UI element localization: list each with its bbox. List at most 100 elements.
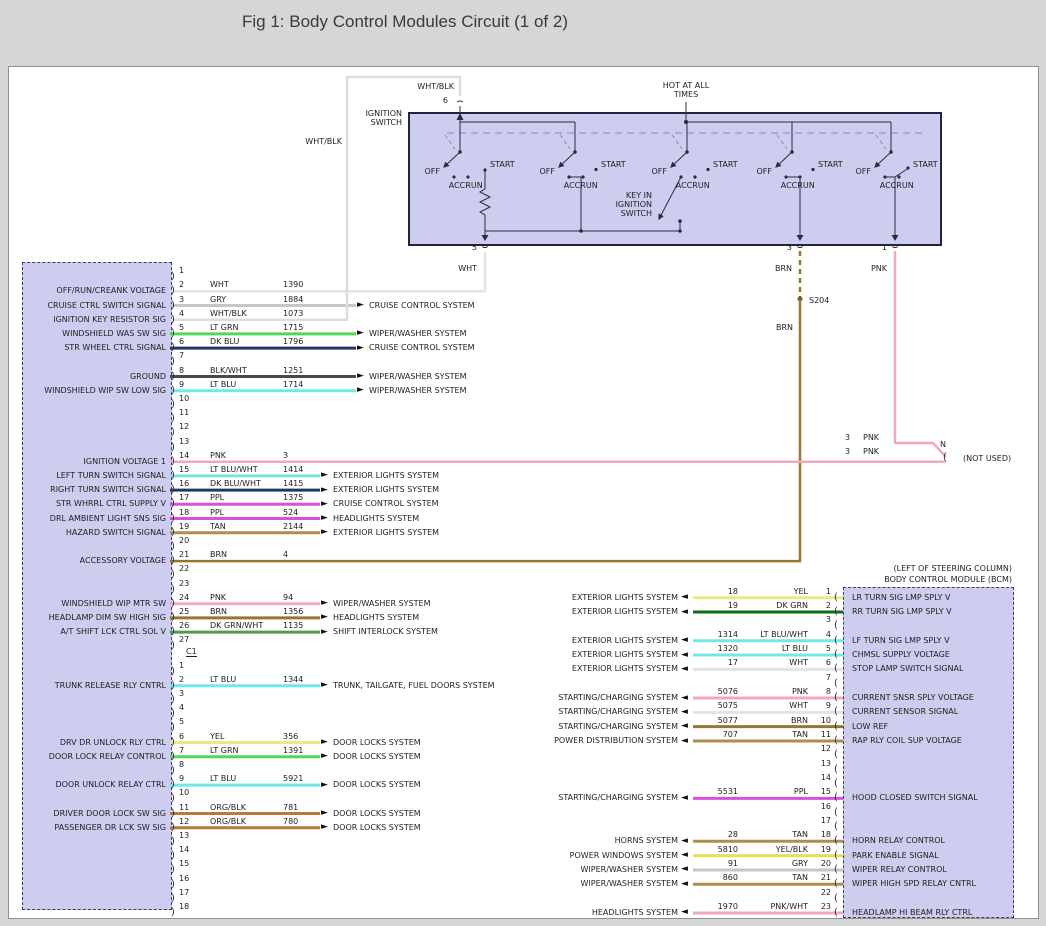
circuit-number-label: 1391 <box>283 745 304 755</box>
circuit-number-label: 1414 <box>283 464 304 474</box>
figure-title: Fig 1: Body Control Modules Circuit (1 o… <box>242 12 568 31</box>
pin-connector-icon: ( <box>834 663 838 675</box>
pin-connector-icon: ( <box>834 863 838 875</box>
pin-connector-icon: ) <box>171 906 175 918</box>
pin-connector-icon: ( <box>834 677 838 689</box>
wire-color-label: LT BLU/WHT <box>210 464 258 474</box>
system-label: CRUISE CONTROL SYSTEM <box>369 343 475 353</box>
wire-color-label: LT BLU <box>210 379 237 389</box>
pin-number: 7 <box>179 351 185 361</box>
brn-lower-label: BRN <box>775 323 793 332</box>
pin-connector-icon: ( <box>834 806 838 818</box>
pin-number: 6 <box>179 731 185 741</box>
arrow-right-icon: ► <box>321 626 328 637</box>
pin-connector-icon: ) <box>171 384 175 396</box>
pin-number: 23 <box>820 901 831 911</box>
pin-connector-icon: ( <box>834 620 838 632</box>
pin-connector-icon: ) <box>171 555 175 567</box>
wire-color-label: LT BLU <box>781 644 808 654</box>
circuit-number-label: 1135 <box>283 621 304 631</box>
wire-color-label: WHT <box>210 280 229 290</box>
wire-color-label: PPL <box>210 493 225 503</box>
pin-connector-icon: ) <box>171 626 175 638</box>
system-label: TRUNK, TAILGATE, FUEL DOORS SYSTEM <box>333 680 495 690</box>
pin-number: 20 <box>820 858 831 868</box>
switch-position-start-label: START <box>913 160 938 169</box>
pin-number: 17 <box>179 493 190 503</box>
not-used-pin-letter: N <box>940 440 946 449</box>
switch-position-acc-label: ACC <box>448 181 466 190</box>
signal-label: RIGHT TURN SWITCH SIGNAL <box>50 485 166 495</box>
pin-connector-icon: ( <box>834 763 838 775</box>
switch-position-acc-label: ACC <box>780 181 798 190</box>
signal-label: DRL AMBIENT LIGHT SNS SIG <box>49 513 166 523</box>
arrow-right-icon: ► <box>357 300 364 310</box>
pin-connector-icon: ) <box>171 850 175 862</box>
arrow-left-icon: ◄ <box>681 864 688 875</box>
pin-number: 16 <box>179 479 190 489</box>
arrow-left-icon: ◄ <box>681 907 688 918</box>
circuit-number-label: 91 <box>727 858 738 868</box>
switch-position-start-label: START <box>818 160 843 169</box>
circuit-number-label: 3 <box>845 433 851 442</box>
system-label: DOOR LOCKS SYSTEM <box>333 822 421 832</box>
bcm-pin-function-label: HORN RELAY CONTROL <box>852 836 945 846</box>
pin-connector-icon: ) <box>171 398 175 410</box>
pin-connector-icon: ) <box>171 512 175 524</box>
wire-color-label: GRY <box>791 858 808 868</box>
pin-connector-icon: ( <box>834 692 838 703</box>
system-label: WIPER/WASHER SYSTEM <box>369 371 467 381</box>
pin-number: 15 <box>179 859 190 869</box>
arrow-left-icon: ◄ <box>681 649 688 660</box>
circuit-number-label: 860 <box>722 873 738 883</box>
arrow-left-icon: ◄ <box>681 692 688 703</box>
system-label: STARTING/CHARGING SYSTEM <box>558 721 678 731</box>
bcm-pin-function-label: RR TURN SIG LMP SPLY V <box>852 607 952 617</box>
system-label: EXTERIOR LIGHTS SYSTEM <box>333 485 440 495</box>
pin-number: 10 <box>820 715 831 725</box>
pin-connector-icon: ) <box>171 708 175 720</box>
ignition-pin6-number: 6 <box>442 96 448 105</box>
circuit-number-label: 4 <box>283 550 289 560</box>
pin-number: 10 <box>179 788 190 798</box>
wire-color-label: TAN <box>210 521 226 531</box>
pin-number: 11 <box>179 802 190 812</box>
pin-connector-icon: ) <box>171 498 175 510</box>
pin-connector-icon: ) <box>171 807 175 819</box>
circuit-number-label: 1796 <box>283 337 304 347</box>
pin-number: 23 <box>179 578 190 588</box>
whtblk-riser-label: WHT/BLK <box>305 137 342 146</box>
system-label: POWER DISTRIBUTION SYSTEM <box>554 736 678 745</box>
pin-connector-icon: ) <box>171 779 175 791</box>
pin-number: 22 <box>179 564 190 574</box>
pin-number: 15 <box>179 464 190 474</box>
system-label: CRUISE CONTROL SYSTEM <box>333 499 439 509</box>
wire-color-label: YEL <box>793 586 808 596</box>
circuit-number-label: 1970 <box>717 901 738 911</box>
circuit-number-label: 17 <box>727 658 738 668</box>
wire-color-label: PPL <box>210 507 225 517</box>
wire-color-label: PNK <box>210 592 227 602</box>
wire-color-label: BLK/WHT <box>210 365 247 375</box>
pin-connector-icon: ( <box>834 606 838 618</box>
signal-label: HEADLAMP DIM SW HIGH SIG <box>48 612 166 622</box>
pin-number: 10 <box>179 393 190 403</box>
arrow-left-icon: ◄ <box>681 663 688 674</box>
pin-number: 21 <box>820 873 831 883</box>
system-label: CRUISE CONTROL SYSTEM <box>369 300 475 310</box>
wire-color-label: DK BLU/WHT <box>210 479 261 489</box>
pin-connector-icon: ) <box>171 583 175 595</box>
switch-position-run-label: RUN <box>580 181 598 190</box>
connector-separator-label: C1 <box>186 647 197 657</box>
wire-color-label: TAN <box>792 730 808 739</box>
pin-connector-icon: ( <box>834 735 838 746</box>
system-label: HEADLIGHTS SYSTEM <box>333 612 420 622</box>
arrow-right-icon: ► <box>321 513 328 523</box>
pin-number: 8 <box>825 687 831 696</box>
ignition-pin-connector-icon: ⌣ <box>481 240 489 253</box>
pin-number: 8 <box>179 759 185 769</box>
wire-color-label: PNK/WHT <box>770 901 808 911</box>
arrow-right-icon: ► <box>321 680 328 691</box>
pin-connector-icon: ) <box>171 540 175 552</box>
